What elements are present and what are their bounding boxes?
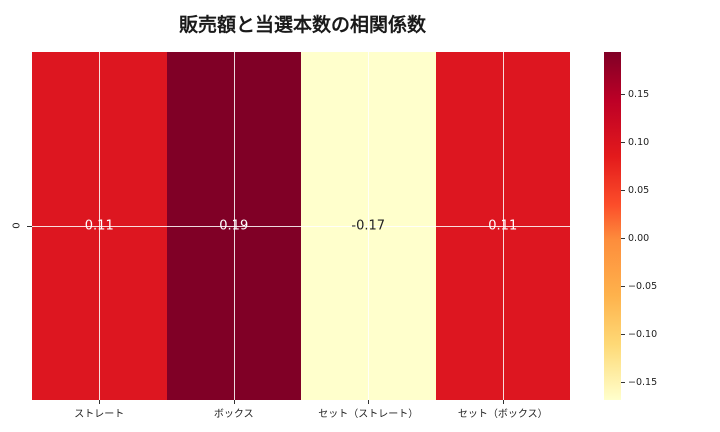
cell-value: 0.11 [488, 218, 518, 234]
x-tick-label: ストレート [74, 409, 125, 420]
heatmap-cell: 0.11 [32, 52, 167, 400]
colorbar-tick-label: −0.10 [628, 328, 658, 340]
colorbar-tick: 0.05 [621, 184, 649, 196]
colorbar-tick: 0.10 [621, 136, 649, 148]
grid-line [32, 226, 570, 227]
heatmap-cell: 0.11 [435, 52, 570, 400]
y-tick-label: 0 [11, 222, 23, 229]
colorbar-tick: 0.15 [621, 88, 649, 100]
colorbar-tick: −0.15 [621, 376, 657, 388]
x-tick: ボックス [167, 400, 302, 420]
x-tick: セット（ボックス） [436, 400, 571, 420]
colorbar [604, 52, 621, 400]
y-tick [27, 226, 32, 227]
x-tick: ストレート [32, 400, 167, 420]
colorbar-tick-label: 0.10 [628, 136, 650, 148]
colorbar-tick: −0.10 [621, 328, 657, 340]
cell-value: 0.11 [84, 218, 114, 234]
colorbar-tick-label: 0.05 [628, 184, 650, 196]
cell-value: -0.17 [351, 218, 386, 234]
colorbar-tick: 0.00 [621, 232, 649, 244]
colorbar-tick: −0.05 [621, 280, 657, 292]
cell-value: 0.19 [219, 218, 249, 234]
heatmap: 0.11 0.19 -0.17 0.11 [32, 52, 570, 400]
colorbar-tick-label: −0.15 [628, 376, 658, 388]
colorbar-tick-label: 0.15 [628, 88, 650, 100]
x-tick-label: セット（ボックス） [457, 409, 548, 420]
x-tick-label: セット（ストレート） [318, 409, 419, 420]
x-tick-label: ボックス [213, 409, 254, 420]
colorbar-tick-label: −0.05 [628, 280, 658, 292]
heatmap-cell: 0.19 [166, 52, 301, 400]
x-axis: ストレート ボックス セット（ストレート） セット（ボックス） [32, 400, 570, 420]
colorbar-tick-label: 0.00 [628, 232, 650, 244]
heatmap-cell: -0.17 [301, 52, 436, 400]
chart-title: 販売額と当選本数の相関係数 [178, 14, 426, 36]
x-tick: セット（ストレート） [301, 400, 436, 420]
